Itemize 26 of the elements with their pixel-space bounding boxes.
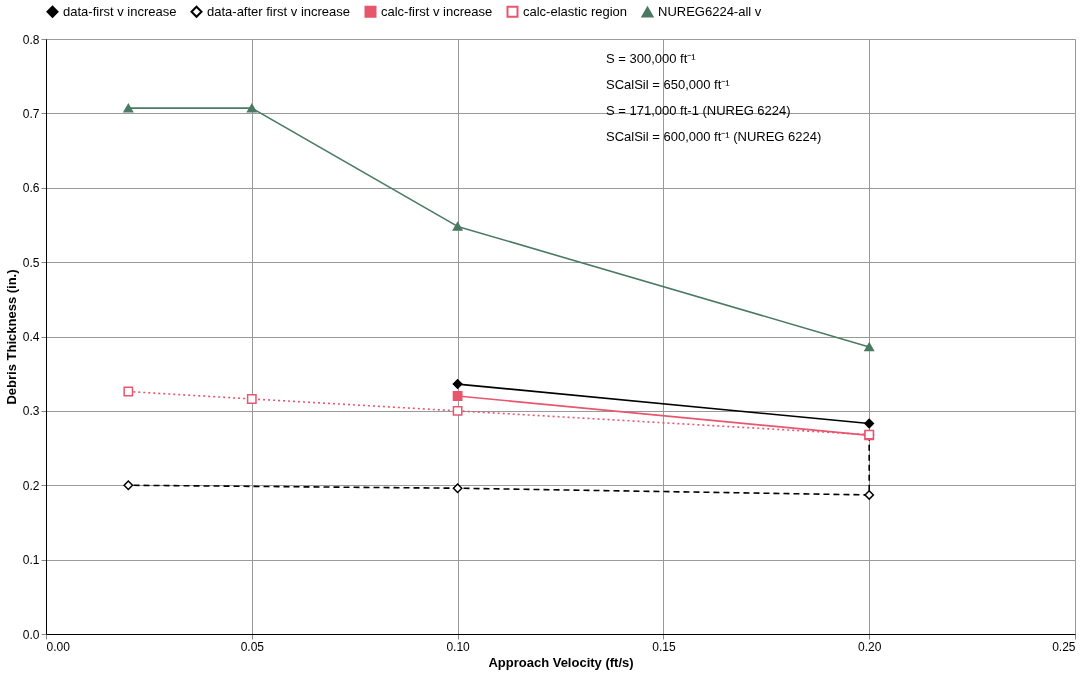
x-axis-title: Approach Velocity (ft/s) [488, 654, 634, 670]
x-tick-label: 0.05 [240, 639, 265, 654]
y-tick-label: 0.0 [22, 627, 40, 642]
x-tick-label: 0.00 [46, 639, 71, 654]
annotation: SCalSil = 600,000 ft⁻¹ (NUREG 6224) [606, 129, 822, 144]
x-tick-label: 0.15 [652, 639, 676, 654]
legend-label: calc-elastic region [523, 3, 628, 19]
legend-label: calc-first v increase [381, 3, 493, 19]
annotation: S = 171,000 ft-1 (NUREG 6224) [606, 103, 791, 118]
legend-label: NUREG6224-all v [658, 4, 762, 20]
y-tick-label: 0.6 [22, 181, 40, 196]
x-tick-label: 0.10 [446, 639, 471, 654]
y-tick-label: 0.3 [22, 404, 40, 419]
x-tick-label: 0.20 [858, 639, 882, 654]
annotation: S = 300,000 ft⁻¹ [606, 51, 697, 66]
annotation: SCalSil = 650,000 ft⁻¹ [606, 77, 731, 92]
legend-label: data-first v increase [63, 3, 177, 19]
y-tick-label: 0.8 [22, 32, 40, 47]
y-tick-label: 0.4 [22, 330, 40, 344]
y-axis-title: Debris Thickness (in.) [3, 269, 19, 405]
legend-label: data-after first v increase [207, 3, 351, 19]
y-tick-label: 0.2 [22, 478, 40, 493]
y-tick-label: 0.1 [22, 553, 40, 568]
y-tick-label: 0.7 [22, 106, 40, 121]
y-tick-label: 0.5 [22, 255, 40, 270]
x-tick-label: 0.25 [1052, 639, 1076, 654]
